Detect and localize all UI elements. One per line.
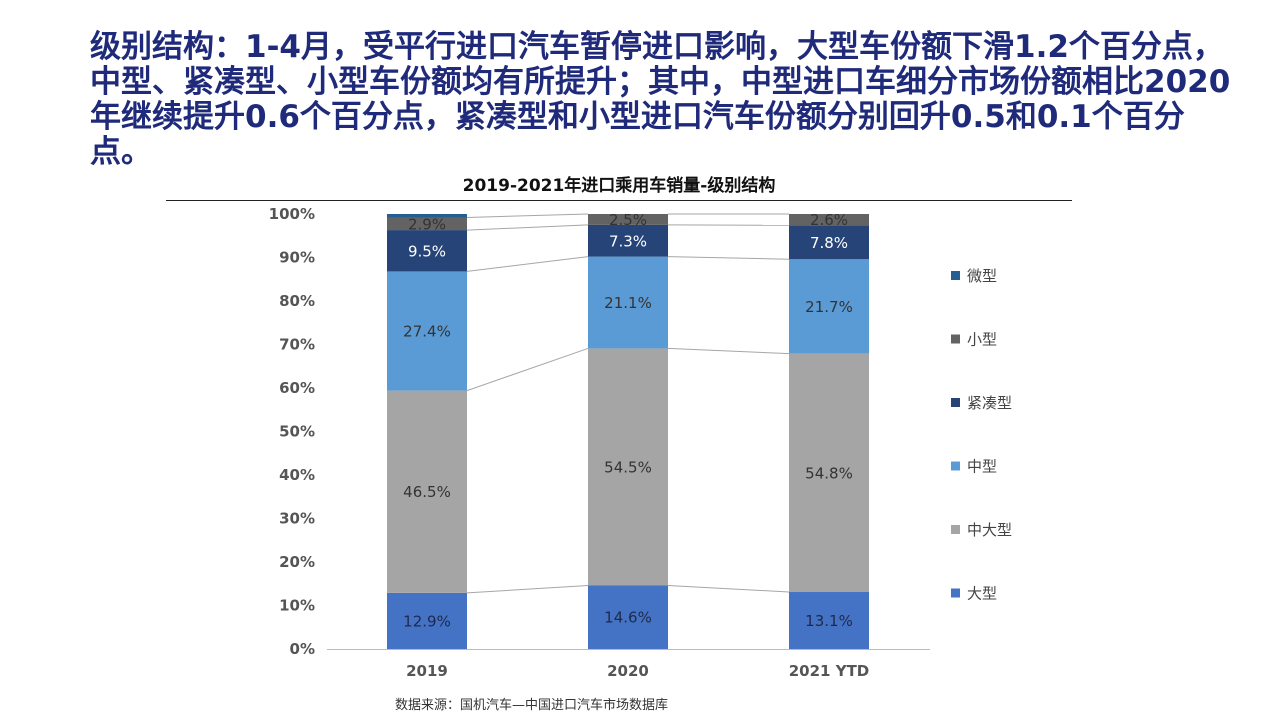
bar-segment — [588, 224, 668, 257]
legend-swatch — [951, 525, 960, 534]
bar-segment — [387, 217, 467, 231]
x-category-label: 2020 — [607, 662, 649, 680]
y-tick-label: 60% — [279, 379, 315, 397]
title-divider — [166, 200, 1072, 201]
data-label: 7.8% — [810, 234, 848, 252]
data-label: 2.9% — [408, 215, 446, 233]
page-headline: 级别结构：1-4月，受平行进口汽车暂停进口影响，大型车份额下滑1.2个百分点，中… — [90, 29, 1231, 170]
series-connector-line — [466, 256, 589, 272]
y-tick-label: 20% — [279, 553, 315, 571]
legend-label: 紧凑型 — [967, 394, 1012, 412]
bar-segment — [789, 592, 869, 649]
bar-segment — [387, 214, 467, 218]
y-tick-label: 100% — [269, 205, 315, 223]
bar-segment — [387, 390, 467, 593]
data-label: 21.1% — [604, 294, 652, 312]
data-source-note: 数据来源：国机汽车—中国进口汽车市场数据库 — [395, 698, 669, 713]
series-connector-line — [466, 213, 589, 218]
legend-label: 大型 — [967, 585, 997, 603]
data-label: 27.4% — [403, 323, 451, 341]
legend-swatch — [951, 398, 960, 407]
data-label: 2.6% — [810, 211, 848, 229]
data-label: 46.5% — [403, 483, 451, 501]
legend-swatch — [951, 334, 960, 344]
legend-label: 小型 — [967, 331, 997, 349]
series-connector-line — [667, 256, 790, 260]
data-label: 54.5% — [604, 458, 652, 476]
series-connector-line — [466, 584, 589, 594]
data-label: 9.5% — [408, 242, 446, 260]
series-connector-line — [466, 224, 589, 231]
legend-label: 微型 — [967, 267, 997, 285]
x-category-label: 2019 — [406, 662, 448, 680]
x-category-label: 2021 YTD — [789, 662, 870, 680]
bar-segment — [387, 271, 467, 391]
legend-label: 中型 — [967, 458, 997, 476]
data-label: 7.3% — [609, 232, 647, 250]
series-connector-line — [667, 347, 790, 355]
data-label: 21.7% — [805, 298, 853, 316]
bar-segment — [588, 256, 668, 349]
legend-swatch — [951, 461, 960, 471]
y-tick-label: 10% — [279, 597, 315, 615]
data-label: 13.1% — [805, 612, 853, 630]
y-tick-label: 70% — [279, 336, 315, 354]
data-label: 14.6% — [604, 609, 652, 627]
legend-label: 中大型 — [967, 521, 1012, 539]
series-connector-line — [466, 347, 589, 392]
y-tick-label: 0% — [290, 640, 315, 658]
y-tick-label: 50% — [279, 423, 315, 441]
y-tick-label: 90% — [279, 249, 315, 267]
y-tick-label: 40% — [279, 466, 315, 484]
data-label: 12.9% — [403, 612, 451, 630]
legend-swatch — [951, 588, 960, 598]
bar-segment — [588, 348, 668, 586]
bar-segment — [789, 214, 869, 226]
bar-segment — [387, 230, 467, 272]
series-connector-line — [667, 584, 790, 593]
y-tick-label: 80% — [279, 292, 315, 310]
data-label: 2.5% — [609, 211, 647, 229]
y-tick-label: 30% — [279, 510, 315, 528]
bar-segment — [789, 259, 869, 354]
bar-segment — [387, 592, 467, 649]
bar-segment — [588, 214, 668, 225]
legend-swatch — [951, 271, 960, 280]
bar-segment — [588, 585, 668, 649]
data-label: 54.8% — [805, 464, 853, 482]
bar-segment — [789, 353, 869, 593]
bar-segment — [789, 225, 869, 260]
chart-title: 2019-2021年进口乘用车销量-级别结构 — [462, 176, 776, 196]
